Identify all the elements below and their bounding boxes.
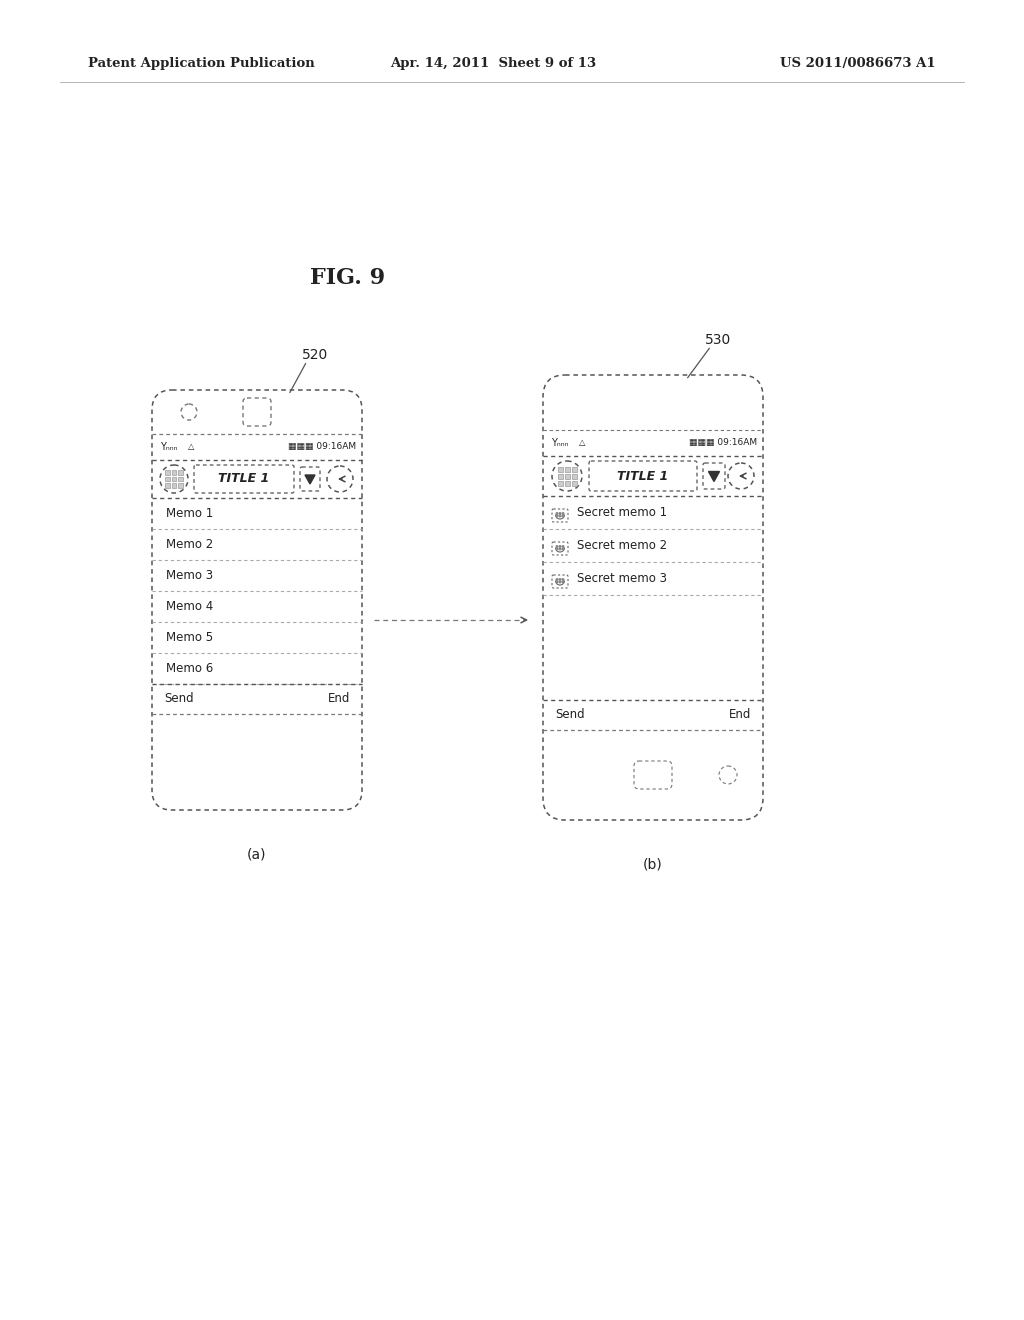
FancyBboxPatch shape [165, 483, 170, 487]
FancyBboxPatch shape [165, 477, 170, 480]
Circle shape [556, 581, 558, 583]
Circle shape [559, 515, 561, 517]
Text: 520: 520 [302, 348, 328, 362]
Circle shape [562, 578, 564, 581]
Circle shape [556, 515, 558, 517]
Text: ▦▦▦ 09:16AM: ▦▦▦ 09:16AM [288, 442, 356, 451]
Text: Secret memo 3: Secret memo 3 [577, 572, 667, 585]
Text: (a): (a) [247, 847, 266, 862]
FancyBboxPatch shape [178, 477, 182, 480]
FancyBboxPatch shape [171, 477, 176, 480]
FancyBboxPatch shape [165, 470, 170, 474]
FancyBboxPatch shape [564, 474, 569, 479]
FancyBboxPatch shape [171, 483, 176, 487]
Polygon shape [709, 471, 720, 482]
FancyBboxPatch shape [194, 465, 294, 492]
Circle shape [556, 512, 558, 515]
Text: Secret memo 2: Secret memo 2 [577, 539, 667, 552]
Text: △: △ [579, 438, 586, 447]
FancyBboxPatch shape [552, 510, 568, 521]
Text: Memo 1: Memo 1 [166, 507, 213, 520]
Text: Memo 6: Memo 6 [166, 663, 213, 675]
Circle shape [559, 581, 561, 583]
Text: 530: 530 [705, 333, 731, 347]
Circle shape [562, 512, 564, 515]
Text: Secret memo 1: Secret memo 1 [577, 506, 667, 519]
FancyBboxPatch shape [571, 474, 577, 479]
Circle shape [559, 545, 561, 548]
Circle shape [562, 545, 564, 548]
Circle shape [562, 515, 564, 517]
Text: End: End [328, 693, 350, 705]
Circle shape [562, 548, 564, 550]
FancyBboxPatch shape [243, 399, 271, 426]
FancyBboxPatch shape [552, 576, 568, 587]
Circle shape [556, 578, 558, 581]
FancyBboxPatch shape [557, 474, 562, 479]
Text: (b): (b) [643, 858, 663, 873]
Text: Memo 3: Memo 3 [166, 569, 213, 582]
FancyBboxPatch shape [171, 470, 176, 474]
Text: End: End [729, 709, 751, 722]
Text: TITLE 1: TITLE 1 [617, 470, 669, 483]
Circle shape [559, 512, 561, 515]
Text: Memo 5: Memo 5 [166, 631, 213, 644]
FancyBboxPatch shape [543, 375, 763, 820]
FancyBboxPatch shape [703, 463, 725, 488]
Text: Yₙₙₙ: Yₙₙₙ [551, 438, 568, 447]
Text: △: △ [188, 442, 195, 451]
FancyBboxPatch shape [634, 762, 672, 789]
Text: Memo 4: Memo 4 [166, 601, 213, 612]
Circle shape [556, 545, 558, 548]
Text: Send: Send [555, 709, 585, 722]
Text: US 2011/0086673 A1: US 2011/0086673 A1 [780, 57, 936, 70]
FancyBboxPatch shape [178, 470, 182, 474]
Circle shape [559, 578, 561, 581]
Circle shape [556, 548, 558, 550]
Text: ▦▦▦ 09:16AM: ▦▦▦ 09:16AM [689, 438, 757, 447]
Text: FIG. 9: FIG. 9 [310, 267, 386, 289]
Polygon shape [305, 475, 315, 484]
Text: Patent Application Publication: Patent Application Publication [88, 57, 314, 70]
Circle shape [562, 581, 564, 583]
Text: Memo 2: Memo 2 [166, 539, 213, 550]
FancyBboxPatch shape [152, 389, 362, 810]
FancyBboxPatch shape [178, 483, 182, 487]
Text: TITLE 1: TITLE 1 [218, 473, 269, 486]
FancyBboxPatch shape [552, 543, 568, 554]
FancyBboxPatch shape [564, 466, 569, 471]
FancyBboxPatch shape [564, 480, 569, 486]
Text: Send: Send [164, 693, 194, 705]
FancyBboxPatch shape [300, 467, 319, 491]
FancyBboxPatch shape [589, 461, 697, 491]
FancyBboxPatch shape [557, 480, 562, 486]
FancyBboxPatch shape [571, 480, 577, 486]
Text: Yₙₙₙ: Yₙₙₙ [160, 442, 177, 451]
Circle shape [559, 548, 561, 550]
FancyBboxPatch shape [557, 466, 562, 471]
Text: Apr. 14, 2011  Sheet 9 of 13: Apr. 14, 2011 Sheet 9 of 13 [390, 57, 596, 70]
FancyBboxPatch shape [571, 466, 577, 471]
